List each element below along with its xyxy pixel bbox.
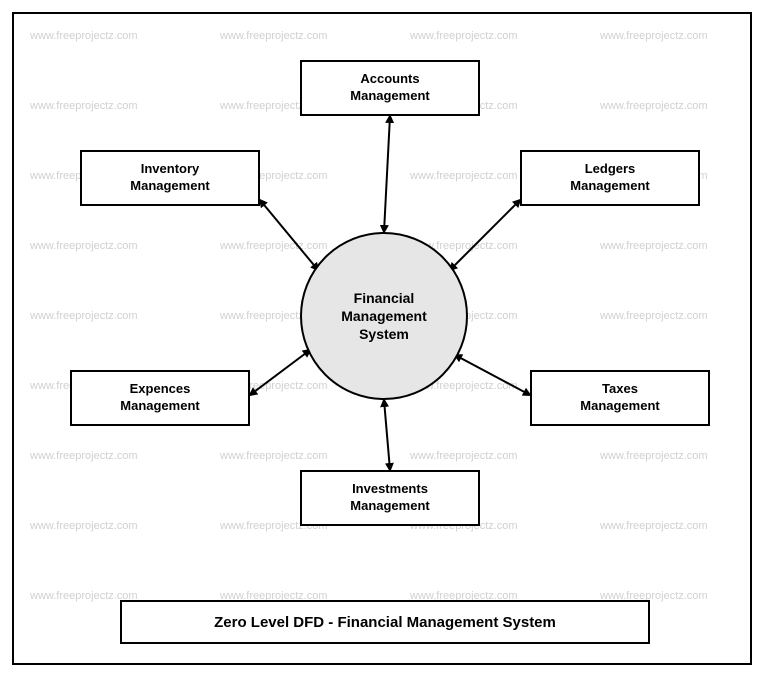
center-process: FinancialManagementSystem bbox=[300, 232, 468, 400]
diagram-canvas: www.freeprojectz.comwww.freeprojectz.com… bbox=[0, 0, 764, 677]
entity-investments: InvestmentsManagement bbox=[300, 470, 480, 526]
entity-label: TaxesManagement bbox=[580, 381, 659, 415]
entity-label: AccountsManagement bbox=[350, 71, 429, 105]
entity-inventory: InventoryManagement bbox=[80, 150, 260, 206]
entity-taxes: TaxesManagement bbox=[530, 370, 710, 426]
entity-expenses: ExpencesManagement bbox=[70, 370, 250, 426]
entity-label: ExpencesManagement bbox=[120, 381, 199, 415]
entity-label: InvestmentsManagement bbox=[350, 481, 429, 515]
entity-ledgers: LedgersManagement bbox=[520, 150, 700, 206]
center-process-label: FinancialManagementSystem bbox=[341, 289, 427, 344]
entity-label: LedgersManagement bbox=[570, 161, 649, 195]
caption-text: Zero Level DFD - Financial Management Sy… bbox=[214, 614, 556, 631]
caption-box: Zero Level DFD - Financial Management Sy… bbox=[120, 600, 650, 644]
entity-label: InventoryManagement bbox=[130, 161, 209, 195]
entity-accounts: AccountsManagement bbox=[300, 60, 480, 116]
